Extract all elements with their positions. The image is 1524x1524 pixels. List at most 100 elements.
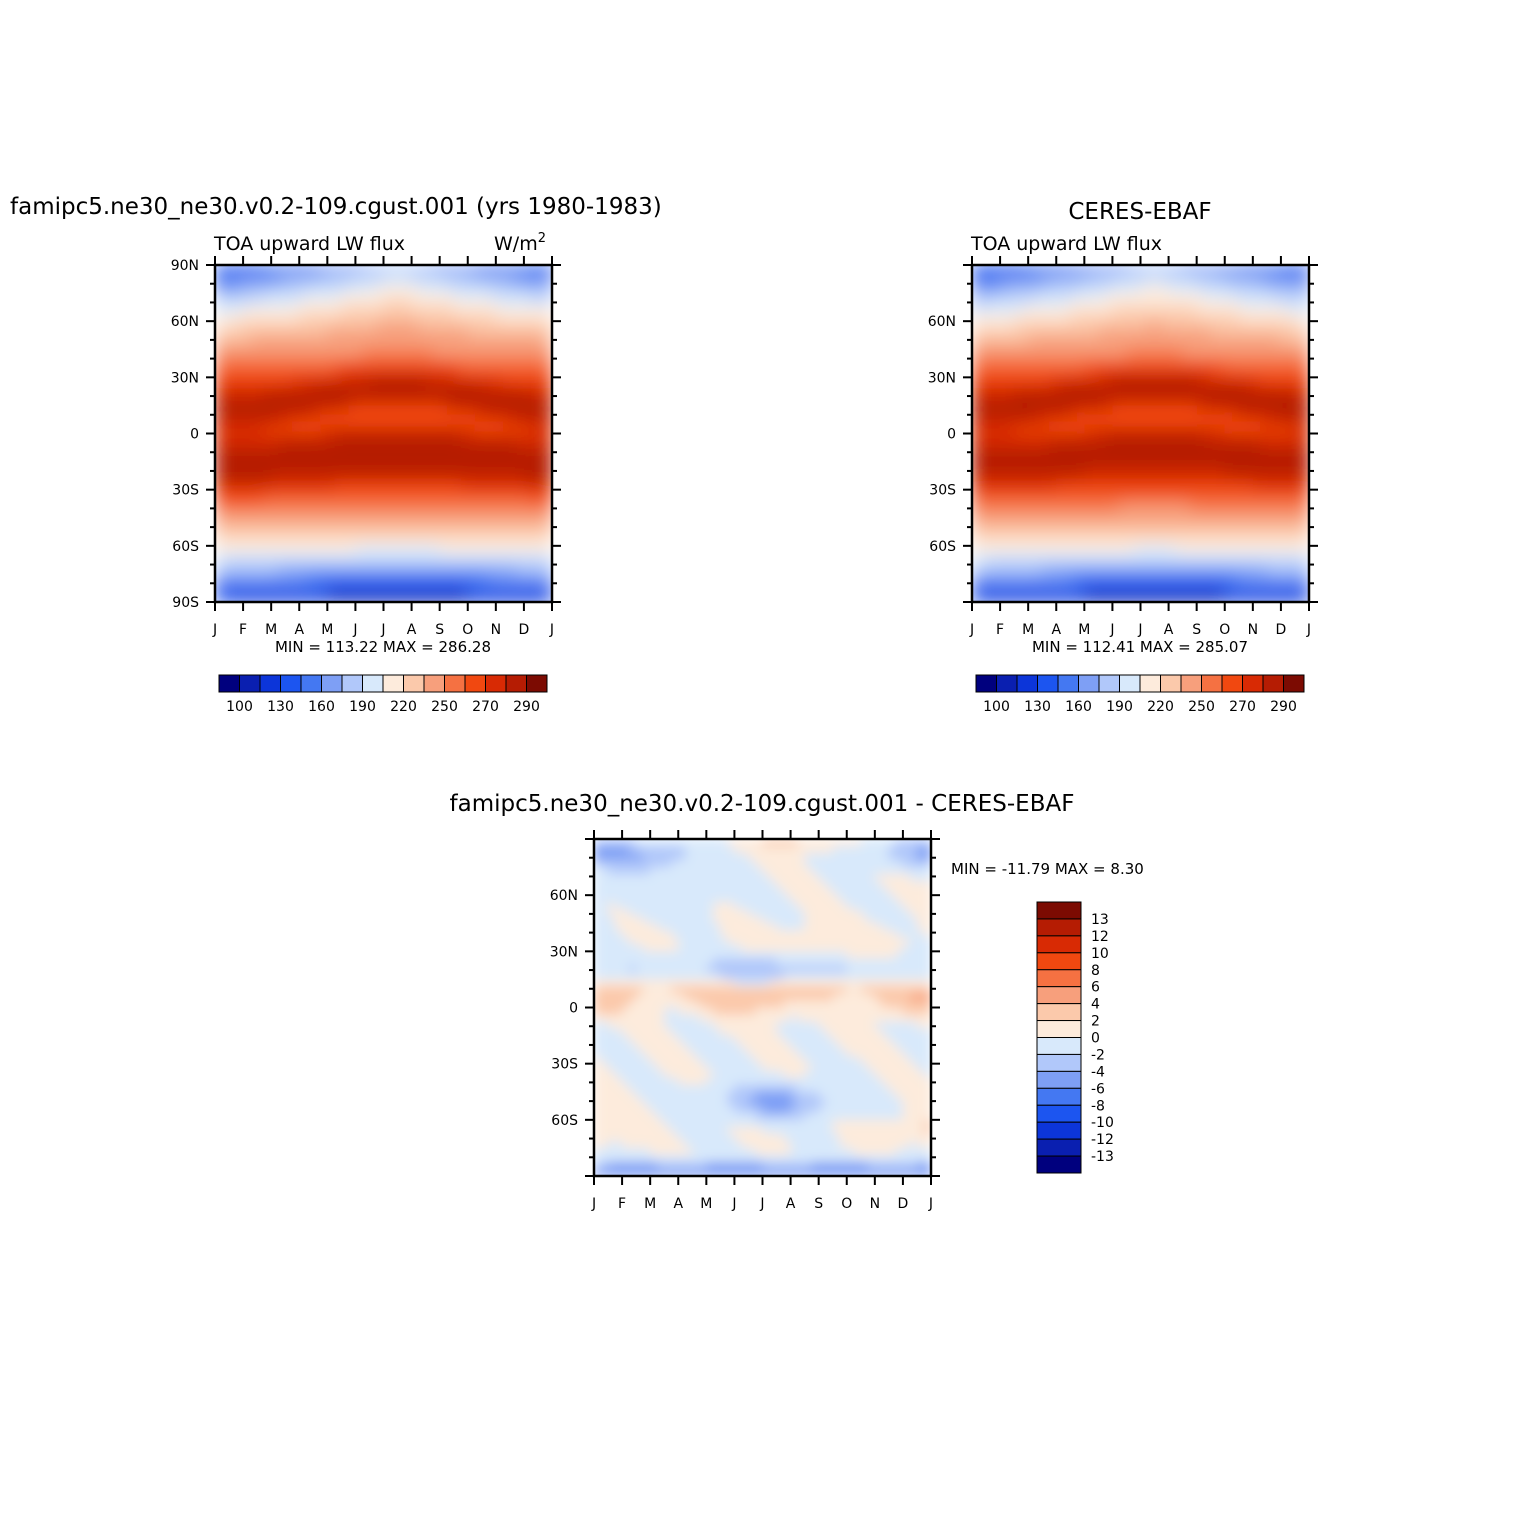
field-cell bbox=[432, 545, 441, 554]
field-cell bbox=[495, 321, 504, 329]
field-cell bbox=[509, 356, 518, 364]
field-cell bbox=[1147, 293, 1156, 301]
field-cell bbox=[1014, 265, 1022, 273]
field-cell bbox=[495, 594, 504, 602]
field-cell bbox=[397, 475, 406, 484]
field-cell bbox=[425, 503, 434, 512]
field-cell bbox=[1294, 524, 1303, 533]
field-cell bbox=[474, 314, 483, 322]
field-cell bbox=[1021, 573, 1029, 582]
field-cell bbox=[285, 447, 293, 456]
field-cell bbox=[986, 370, 994, 378]
field-cell bbox=[481, 468, 490, 477]
field-cell bbox=[1126, 461, 1135, 470]
field-cell bbox=[488, 503, 497, 512]
field-cell bbox=[411, 265, 420, 273]
field-cell bbox=[362, 538, 371, 547]
field-cell bbox=[502, 552, 511, 561]
field-cell bbox=[460, 377, 469, 385]
field-cell bbox=[1077, 531, 1085, 540]
field-cell bbox=[285, 594, 293, 602]
field-cell bbox=[1294, 412, 1303, 421]
field-cell bbox=[1294, 559, 1303, 568]
field-cell bbox=[1273, 524, 1282, 533]
field-cell bbox=[1049, 440, 1057, 449]
field-cell bbox=[215, 531, 223, 540]
field-cell bbox=[1091, 587, 1099, 596]
field-cell bbox=[1203, 482, 1212, 491]
field-cell bbox=[1028, 475, 1036, 484]
field-cell bbox=[1203, 398, 1212, 407]
field-cell bbox=[425, 496, 434, 505]
field-cell bbox=[979, 510, 987, 519]
field-cell bbox=[222, 279, 230, 287]
field-cell bbox=[1091, 573, 1099, 582]
field-cell bbox=[1070, 363, 1078, 371]
field-cell bbox=[741, 846, 750, 854]
field-cell bbox=[972, 272, 980, 280]
field-cell bbox=[467, 384, 476, 392]
field-cell bbox=[1105, 587, 1114, 596]
field-cell bbox=[1063, 566, 1071, 575]
field-cell bbox=[1294, 363, 1303, 371]
field-cell bbox=[334, 356, 342, 364]
field-cell bbox=[250, 307, 258, 315]
field-cell bbox=[1182, 510, 1191, 519]
field-cell bbox=[404, 412, 413, 421]
field-cell bbox=[313, 356, 321, 364]
field-cell bbox=[986, 286, 994, 294]
field-cell bbox=[1252, 545, 1261, 554]
field-cell bbox=[1035, 293, 1043, 301]
field-cell bbox=[327, 510, 335, 519]
field-cell bbox=[341, 300, 349, 308]
field-cell bbox=[404, 342, 413, 350]
field-cell bbox=[1063, 356, 1071, 364]
field-cell bbox=[1028, 384, 1036, 392]
field-cell bbox=[1168, 279, 1177, 287]
field-cell bbox=[993, 433, 1001, 442]
field-cell bbox=[1294, 342, 1303, 350]
field-cell bbox=[495, 503, 504, 512]
field-cell bbox=[411, 524, 420, 533]
field-cell bbox=[685, 839, 693, 847]
field-cell bbox=[1259, 293, 1268, 301]
field-cell bbox=[1070, 398, 1078, 407]
field-cell bbox=[362, 496, 371, 505]
field-cell bbox=[341, 433, 349, 442]
field-cell bbox=[1196, 552, 1205, 561]
field-cell bbox=[516, 538, 525, 547]
field-cell bbox=[1070, 594, 1078, 602]
field-cell bbox=[1147, 461, 1156, 470]
field-cell bbox=[1007, 307, 1015, 315]
field-cell bbox=[376, 300, 385, 308]
field-cell bbox=[299, 279, 307, 287]
field-cell bbox=[376, 356, 385, 364]
field-cell bbox=[334, 538, 342, 547]
field-cell bbox=[264, 405, 272, 414]
field-cell bbox=[404, 461, 413, 470]
field-cell bbox=[1147, 412, 1156, 421]
field-cell bbox=[1294, 461, 1303, 470]
field-cell bbox=[334, 503, 342, 512]
field-cell bbox=[1049, 363, 1057, 371]
field-cell bbox=[1084, 447, 1092, 456]
field-cell bbox=[1056, 447, 1064, 456]
field-cell bbox=[1119, 356, 1128, 364]
field-cell bbox=[397, 580, 406, 589]
field-cell bbox=[320, 265, 328, 273]
field-cell bbox=[1077, 545, 1085, 554]
field-cell bbox=[348, 433, 357, 442]
field-cell bbox=[1294, 370, 1303, 378]
field-cell bbox=[474, 531, 483, 540]
field-cell bbox=[313, 363, 321, 371]
field-cell bbox=[271, 454, 279, 463]
field-cell bbox=[509, 377, 518, 385]
field-cell bbox=[1042, 461, 1050, 470]
field-cell bbox=[1154, 587, 1163, 596]
field-cell bbox=[264, 265, 272, 273]
field-cell bbox=[411, 363, 420, 371]
field-cell bbox=[1238, 342, 1247, 350]
field-cell bbox=[425, 482, 434, 491]
field-cell bbox=[1266, 370, 1275, 378]
field-cell bbox=[1217, 517, 1226, 526]
